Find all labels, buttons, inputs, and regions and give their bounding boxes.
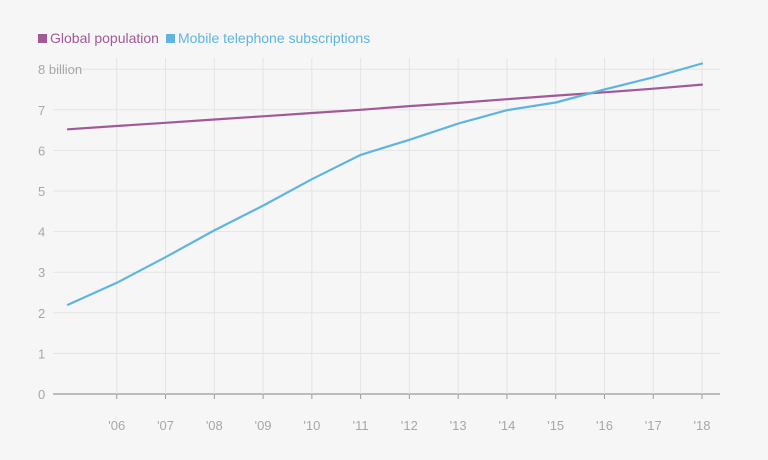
x-tick-label: '08 xyxy=(206,418,223,433)
gridlines xyxy=(53,58,720,399)
x-tick-label: '06 xyxy=(108,418,125,433)
x-tick-label: '15 xyxy=(547,418,564,433)
legend-label-global-population: Global population xyxy=(50,30,159,46)
y-tick-label: 0 xyxy=(38,387,45,402)
y-tick-label: 4 xyxy=(38,225,45,240)
x-tick-label: '09 xyxy=(255,418,272,433)
x-tick-label: '16 xyxy=(596,418,613,433)
legend-item-global-population: Global population xyxy=(38,29,159,47)
y-tick-label: 2 xyxy=(38,306,45,321)
y-tick-label: 1 xyxy=(38,346,45,361)
x-tick-label: '14 xyxy=(498,418,515,433)
x-tick-label: '07 xyxy=(157,418,174,433)
x-tick-label: '17 xyxy=(645,418,662,433)
x-tick-label: '10 xyxy=(303,418,320,433)
x-tick-label: '13 xyxy=(450,418,467,433)
series-line-mobile-subscriptions xyxy=(66,62,704,306)
series-lines xyxy=(66,62,704,306)
y-axis-tick-labels: 0 1 2 3 4 5 6 7 8 billion xyxy=(38,62,82,402)
legend-swatch-global-population xyxy=(38,33,47,43)
x-tick-label: '18 xyxy=(694,418,711,433)
legend-swatch-mobile-subscriptions xyxy=(165,33,175,43)
legend-item-mobile-subscriptions: Mobile telephone subscriptions xyxy=(165,29,371,47)
y-tick-label: 6 xyxy=(38,143,45,158)
x-tick-label: '12 xyxy=(401,418,418,433)
x-tick-label: '11 xyxy=(353,418,369,433)
series-line-global-population xyxy=(66,83,704,131)
x-axis-tick-labels: '06 '07 '08 '09 '10 '11 '12 '13 '14 '15 '16 '17 '18 xyxy=(108,418,710,433)
y-tick-label: 7 xyxy=(38,103,45,118)
y-tick-label: 5 xyxy=(38,184,45,199)
legend-label-mobile-subscriptions: Mobile telephone subscriptions xyxy=(177,30,371,46)
y-tick-label: 3 xyxy=(38,265,45,280)
y-tick-label: 8 billion xyxy=(38,62,82,77)
chart-legend: Global population Mobile telephone subsc… xyxy=(38,29,377,47)
